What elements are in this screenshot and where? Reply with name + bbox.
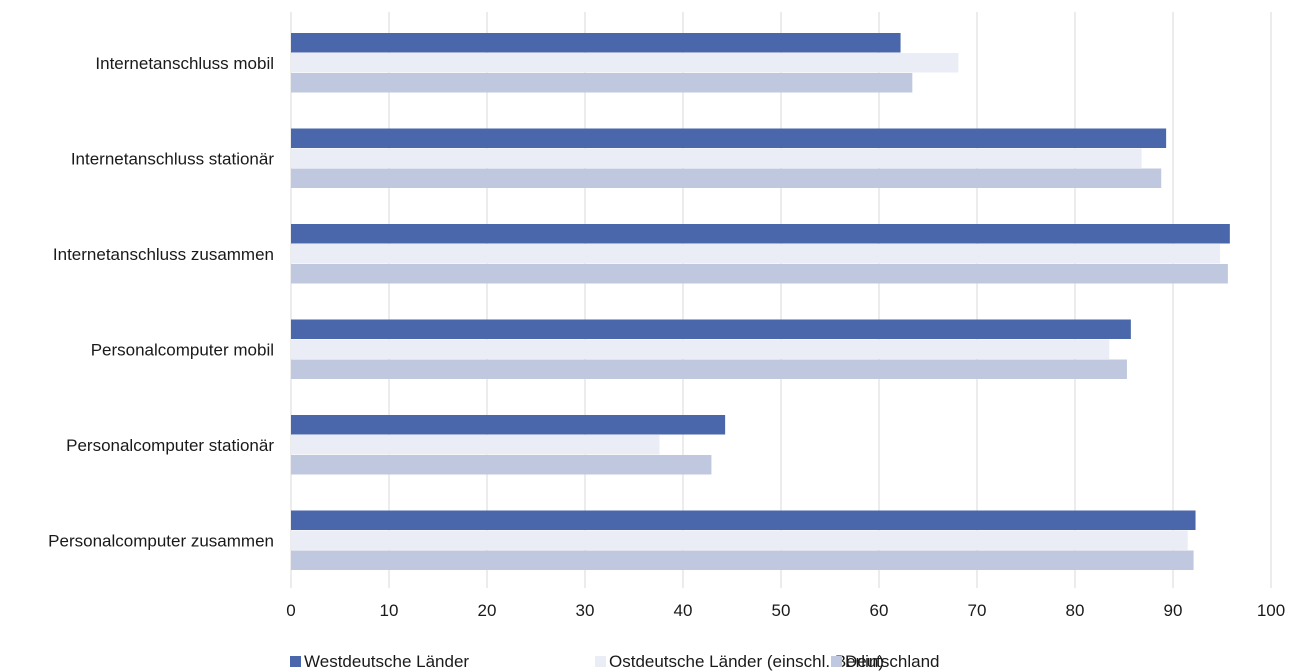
bar-3-5	[291, 455, 712, 475]
x-tick-label-60: 60	[870, 601, 889, 620]
bar-2-3	[291, 244, 1221, 264]
bar-1-2	[291, 128, 1167, 148]
x-tick-label-50: 50	[772, 601, 791, 620]
legend-swatch-3	[831, 656, 842, 667]
bar-2-6	[291, 530, 1188, 550]
x-tick-label-70: 70	[968, 601, 987, 620]
bar-1-4	[291, 319, 1131, 339]
bar-3-4	[291, 359, 1127, 379]
bars	[291, 33, 1230, 570]
x-tick-label-100: 100	[1257, 601, 1285, 620]
bar-1-3	[291, 224, 1230, 244]
legend-label-2: Ostdeutsche Länder (einschl. Berlin)	[609, 652, 884, 671]
bar-1-6	[291, 510, 1196, 530]
bar-1-5	[291, 415, 726, 435]
bar-2-4	[291, 339, 1110, 359]
x-tick-label-80: 80	[1066, 601, 1085, 620]
grid	[290, 12, 1272, 588]
legend: Westdeutsche Länder Ostdeutsche Länder (e…	[290, 652, 940, 671]
bar-1-1	[291, 33, 901, 53]
bar-2-2	[291, 148, 1142, 168]
category-label-2: Internetanschluss stationär	[71, 149, 275, 168]
x-tick-label-20: 20	[478, 601, 497, 620]
category-label-1: Internetanschluss mobil	[95, 54, 274, 73]
legend-label-3: Deutschland	[845, 652, 940, 671]
x-tick-label-10: 10	[380, 601, 399, 620]
x-tick-label-40: 40	[674, 601, 693, 620]
legend-label-1: Westdeutsche Länder	[304, 652, 469, 671]
x-tick-label-0: 0	[286, 601, 295, 620]
bar-3-3	[291, 264, 1228, 284]
bar-2-5	[291, 435, 660, 455]
bar-3-2	[291, 168, 1162, 188]
bar-2-1	[291, 53, 959, 73]
bar-3-6	[291, 550, 1194, 570]
bar-3-1	[291, 73, 913, 93]
category-label-3: Internetanschluss zusammen	[53, 245, 274, 264]
category-labels: Internetanschluss mobil Internetanschluss…	[48, 54, 274, 551]
x-tick-label-90: 90	[1164, 601, 1183, 620]
category-label-4: Personalcomputer mobil	[91, 340, 274, 359]
legend-swatch-1	[290, 656, 301, 667]
category-label-6: Personalcomputer zusammen	[48, 531, 274, 550]
x-tick-label-30: 30	[576, 601, 595, 620]
category-label-5: Personalcomputer stationär	[66, 436, 274, 455]
x-axis-ticks: 0 10 20 30 40 50 60 70 80 90 100	[286, 601, 1285, 620]
legend-swatch-2	[595, 656, 606, 667]
